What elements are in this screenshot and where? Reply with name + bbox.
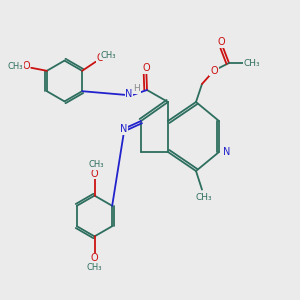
Text: O: O (218, 37, 225, 47)
Text: O: O (142, 63, 150, 73)
Text: O: O (91, 169, 98, 179)
Text: O: O (210, 65, 218, 76)
Text: O: O (91, 253, 98, 263)
Text: N: N (223, 147, 230, 157)
Text: CH₃: CH₃ (88, 160, 104, 169)
Text: N: N (125, 89, 133, 99)
Text: CH₃: CH₃ (195, 193, 212, 202)
Text: CH₃: CH₃ (244, 58, 260, 68)
Text: O: O (22, 61, 30, 71)
Text: CH₃: CH₃ (87, 263, 102, 272)
Text: O: O (97, 53, 104, 63)
Text: CH₃: CH₃ (8, 62, 23, 71)
Text: H: H (134, 84, 140, 93)
Text: CH₃: CH₃ (100, 51, 116, 60)
Text: N: N (120, 124, 127, 134)
